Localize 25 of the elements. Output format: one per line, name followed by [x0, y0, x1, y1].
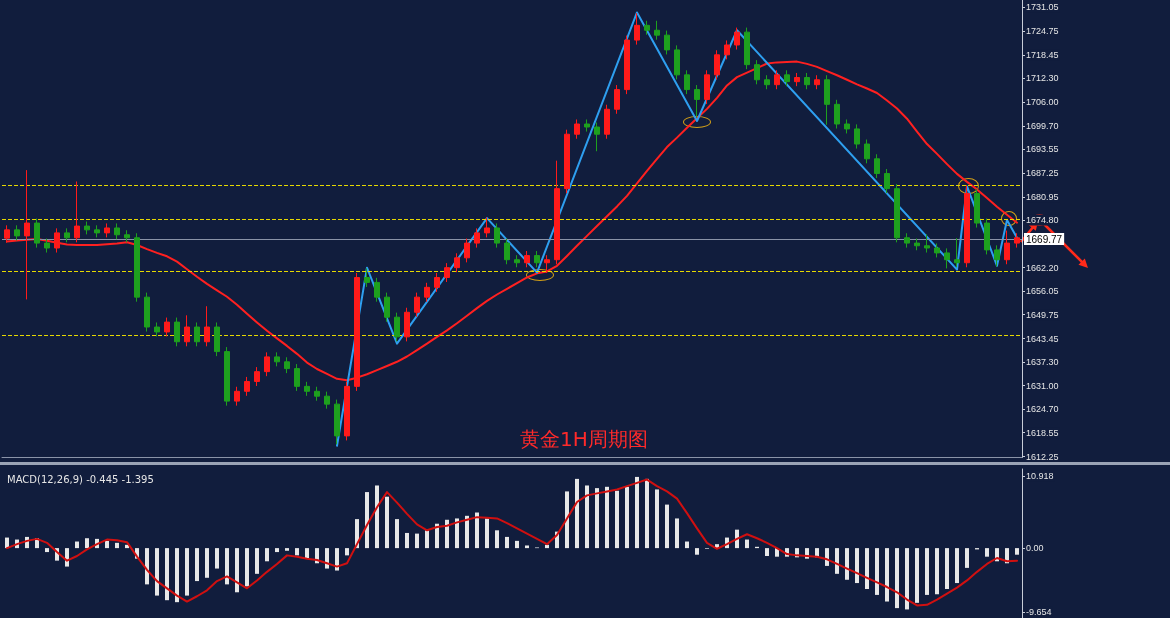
y-tick-label: 1612.25 [1026, 451, 1059, 462]
y-tick-label: 1680.95 [1026, 191, 1059, 202]
y-tick-label: 10.918 [1026, 471, 1054, 482]
chart-title: MACD(12,26,9) -0.445 -1.395 [7, 473, 154, 485]
text: 黄金1H周期图 [520, 427, 648, 451]
y-tick-label: 1724.75 [1026, 26, 1059, 37]
y-tick-label: 1699.70 [1026, 120, 1059, 131]
y-tick-label: 1674.80 [1026, 215, 1059, 226]
y-tick-label: 1618.55 [1026, 427, 1059, 438]
y-tick-label: 1706.00 [1026, 97, 1059, 108]
y-tick-label: 1643.45 [1026, 333, 1059, 344]
y-tick-label: 1718.45 [1026, 50, 1059, 61]
y-tick-label: 1693.55 [1026, 144, 1059, 155]
y-tick-label: 1656.05 [1026, 285, 1059, 296]
y-tick-label: 1637.30 [1026, 356, 1059, 367]
y-tick-label: 1687.25 [1026, 167, 1059, 178]
y-tick-label: -9.654 [1026, 606, 1052, 617]
y-tick-label: 1631.00 [1026, 380, 1059, 391]
y-tick-label: 1649.75 [1026, 309, 1059, 320]
ref-line-label: 1669.77 [1026, 233, 1063, 245]
y-tick-label: 1662.20 [1026, 262, 1059, 273]
y-tick-label: 1731.05 [1026, 2, 1059, 13]
y-tick-label: 1712.30 [1026, 73, 1059, 84]
y-tick-label: 1624.70 [1026, 404, 1059, 415]
y-tick-label: 0.00 [1026, 543, 1044, 554]
